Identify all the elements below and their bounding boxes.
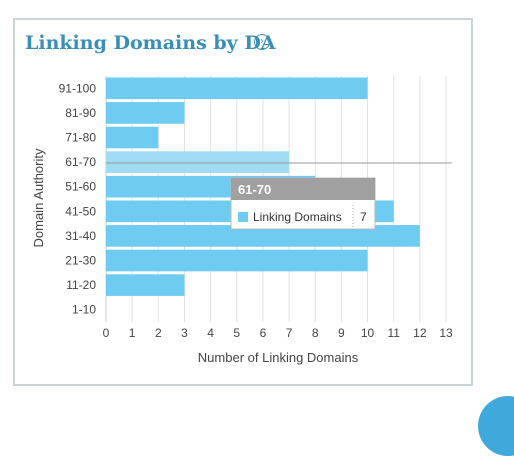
y-axis-title: Domain Authority (31, 148, 46, 247)
tooltip: 61-70 Linking Domains 7 (230, 177, 376, 230)
tooltip-header (231, 178, 375, 200)
bar-11-20[interactable] (106, 274, 185, 296)
y-tick-label: 81-90 (65, 106, 96, 120)
x-tick-label: 1 (129, 326, 136, 340)
y-tick-label: 21-30 (65, 254, 96, 268)
y-tick-label: 51-60 (65, 180, 96, 194)
bar-71-80[interactable] (106, 126, 159, 149)
x-tick-label: 9 (338, 326, 345, 340)
y-tick-label: 31-40 (65, 229, 96, 243)
y-tick-labels: 91-100 81-90 71-80 61-70 51-60 41-50 31-40 21-3… (59, 81, 97, 316)
y-tick-label: 61-70 (65, 155, 96, 169)
bar-61-70[interactable] (106, 151, 290, 173)
y-tick-label: 1-10 (72, 303, 96, 317)
x-tick-label: 4 (207, 326, 214, 340)
tooltip-swatch (238, 212, 248, 222)
bar-81-90[interactable] (106, 102, 185, 124)
x-tick-label: 11 (387, 326, 400, 340)
x-tick-label: 0 (103, 326, 110, 340)
bar-21-30[interactable] (106, 249, 368, 272)
x-tick-label: 2 (155, 326, 162, 340)
chevron-right-circle-icon[interactable]: › (254, 34, 270, 50)
y-tick-label: 41-50 (65, 204, 96, 218)
x-tick-label: 12 (413, 326, 427, 340)
x-tick-label: 13 (439, 326, 453, 340)
x-tick-label: 7 (286, 326, 293, 340)
x-tick-label: 10 (361, 326, 375, 340)
x-tick-label: 8 (312, 326, 319, 340)
card-title: Linking Domains by DA (25, 32, 276, 54)
y-tick-label: 71-80 (65, 131, 96, 145)
bar-31-40[interactable] (106, 225, 420, 247)
tooltip-title: 61-70 (238, 182, 271, 197)
x-tick-label: 6 (260, 326, 267, 340)
bar-91-100[interactable] (106, 77, 368, 100)
bar-chart: 91-10081-9071-8061-7051-6041-5031-4021-3… (31, 76, 453, 365)
x-axis-title: Number of Linking Domains (198, 350, 359, 365)
tooltip-series: Linking Domains (253, 210, 342, 224)
x-tick-label: 3 (181, 326, 188, 340)
x-tick-labels: 0 1 2 3 4 5 6 7 8 9 10 11 12 13 (103, 326, 453, 340)
x-tick-label: 5 (233, 326, 240, 340)
y-tick-label: 11-20 (66, 278, 96, 292)
y-tick-label: 91-100 (59, 81, 97, 95)
tooltip-value: 7 (360, 210, 367, 224)
